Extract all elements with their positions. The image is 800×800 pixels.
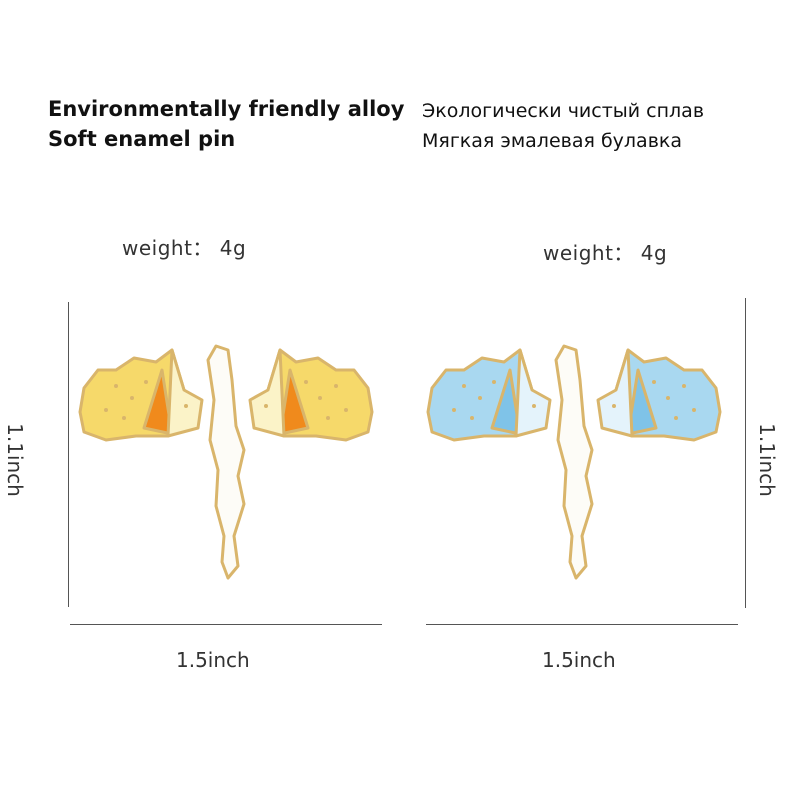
heading-en-line2: Soft enamel pin	[48, 127, 236, 151]
right-width-label: 1.5inch	[542, 648, 616, 672]
right-height-label: 1.1inch	[754, 423, 779, 497]
left-height-label: 1.1inch	[2, 423, 27, 497]
dragon-body	[206, 344, 246, 580]
right-wing-left	[426, 348, 552, 442]
heading-en: Environmentally friendly alloy Soft enam…	[48, 94, 404, 154]
heading-ru-line1: Экологически чистый сплав	[422, 100, 705, 122]
dragon-body-blue	[554, 344, 594, 580]
right-wing-right	[596, 348, 722, 442]
left-width-label: 1.5inch	[176, 648, 250, 672]
sparkle-dots	[104, 380, 348, 420]
right-height-line	[745, 298, 746, 608]
left-height-line	[68, 302, 69, 607]
left-wing-right	[248, 348, 374, 442]
left-wing-left	[78, 348, 204, 442]
left-width-line	[70, 624, 382, 625]
heading-ru-line2: Мягкая эмалевая булавка	[422, 130, 683, 152]
heading-ru: Экологически чистый сплав Мягкая эмалева…	[422, 96, 704, 156]
dragon-pin-blue	[426, 344, 722, 580]
weight-right: weight： 4g	[543, 241, 668, 265]
sparkle-dots-blue	[452, 380, 696, 420]
weight-left: weight： 4g	[122, 236, 247, 260]
right-width-line	[426, 624, 738, 625]
heading-en-line1: Environmentally friendly alloy	[48, 97, 405, 121]
dragon-pin-yellow	[78, 344, 374, 580]
